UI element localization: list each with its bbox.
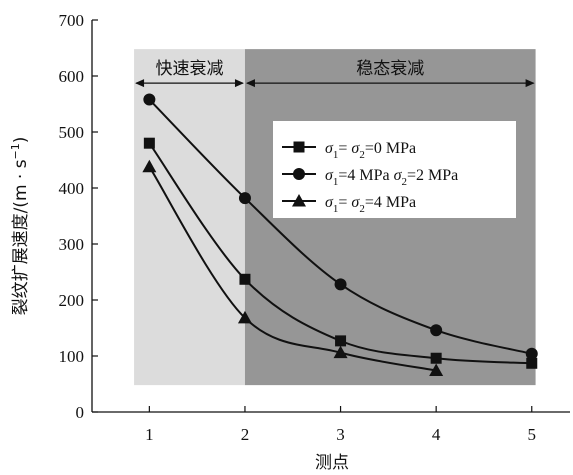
- region-arrow-right: [525, 79, 535, 88]
- legend-entry-2: σ1​=4 MPa σ2​=2 MPa: [325, 167, 458, 188]
- x-tick-label: 3: [336, 425, 345, 444]
- y-tick-label: 100: [59, 347, 85, 366]
- series-layer: [142, 93, 538, 377]
- legend-sigma: σ: [351, 194, 360, 211]
- legend-sigma: σ: [325, 167, 334, 184]
- legend-subscript: 1: [333, 176, 339, 188]
- legend-text-part: =: [338, 194, 351, 211]
- legend-sigma: σ: [394, 167, 403, 184]
- data-point-circle: [238, 192, 251, 205]
- legend-sigma: σ: [325, 194, 334, 211]
- y-axis-title: 裂纹扩展速度/(m · s−1): [9, 137, 31, 316]
- y-tick-label: 300: [59, 235, 85, 254]
- legend-subscript: 1: [333, 203, 339, 215]
- legend-entry-3: σ1​= σ2​=4 MPa: [325, 194, 416, 215]
- x-tick-label: 1: [145, 425, 154, 444]
- legend-text-part: =0 MPa: [365, 140, 416, 157]
- data-point-triangle: [333, 345, 348, 359]
- legend-marker-triangle: [292, 194, 306, 207]
- data-point-square: [335, 335, 347, 347]
- legend-text-part: =2 MPa: [407, 167, 458, 184]
- y-axis-title-end: ): [11, 137, 31, 144]
- legend-sigma: σ: [351, 140, 360, 157]
- x-axis-title: 测点: [315, 453, 349, 473]
- region-arrow-left: [135, 79, 145, 88]
- y-axis-title-sup: −1: [9, 143, 22, 159]
- data-point-circle: [143, 93, 156, 106]
- legend-subscript: 2: [402, 176, 408, 188]
- data-point-square: [430, 352, 442, 364]
- y-tick-label: 600: [59, 67, 85, 86]
- axes-layer: 0 100 200 300 400 500 600 700 1 2 3 4 5: [59, 11, 570, 444]
- data-point-square: [239, 273, 251, 285]
- y-tick-label: 200: [59, 291, 85, 310]
- y-tick-label: 0: [76, 403, 85, 422]
- legend-sigma: σ: [325, 140, 334, 157]
- legend-subscript: 2: [359, 149, 365, 161]
- region-fast-decay: [134, 49, 245, 386]
- legend-marker-square: [293, 141, 305, 153]
- legend-marker-circle: [293, 168, 305, 180]
- legend-text-part: =4 MPa: [338, 167, 393, 184]
- data-point-triangle: [429, 363, 444, 377]
- data-point-circle: [430, 324, 443, 337]
- region-label: 快速衰减: [156, 59, 224, 79]
- data-point-circle: [525, 347, 538, 360]
- data-point-square: [143, 137, 155, 149]
- series-line-triangle: [148, 166, 437, 372]
- series-line-square: [148, 142, 532, 365]
- region-label: 稳态衰减: [356, 59, 424, 79]
- y-axis-title-main: 裂纹扩展速度/(m · s: [11, 159, 31, 315]
- y-tick-label: 400: [59, 179, 85, 198]
- legend-subscript: 2: [359, 203, 365, 215]
- data-point-square: [526, 357, 538, 369]
- region-arrow-right: [234, 79, 244, 88]
- x-tick-label: 5: [528, 425, 537, 444]
- legend-entry-1: σ1​= σ2​=0 MPa: [325, 140, 416, 161]
- legend-text-part: =: [338, 140, 351, 157]
- x-tick-label: 2: [241, 425, 250, 444]
- region-labels-layer: 快速衰减 稳态衰减: [135, 59, 535, 88]
- legend: σ1​= σ2​=0 MPa σ1​=4 MPa σ2​=2 MPa σ1​= σ2…: [273, 121, 516, 218]
- data-point-circle: [334, 278, 347, 291]
- region-arrow-left: [245, 79, 255, 88]
- y-tick-label: 500: [59, 123, 85, 142]
- legend-text-part: =4 MPa: [365, 194, 416, 211]
- x-tick-label: 4: [432, 425, 441, 444]
- data-point-triangle: [142, 159, 157, 173]
- data-point-triangle: [237, 310, 252, 324]
- y-tick-label: 700: [59, 11, 85, 30]
- legend-subscript: 1: [333, 149, 339, 161]
